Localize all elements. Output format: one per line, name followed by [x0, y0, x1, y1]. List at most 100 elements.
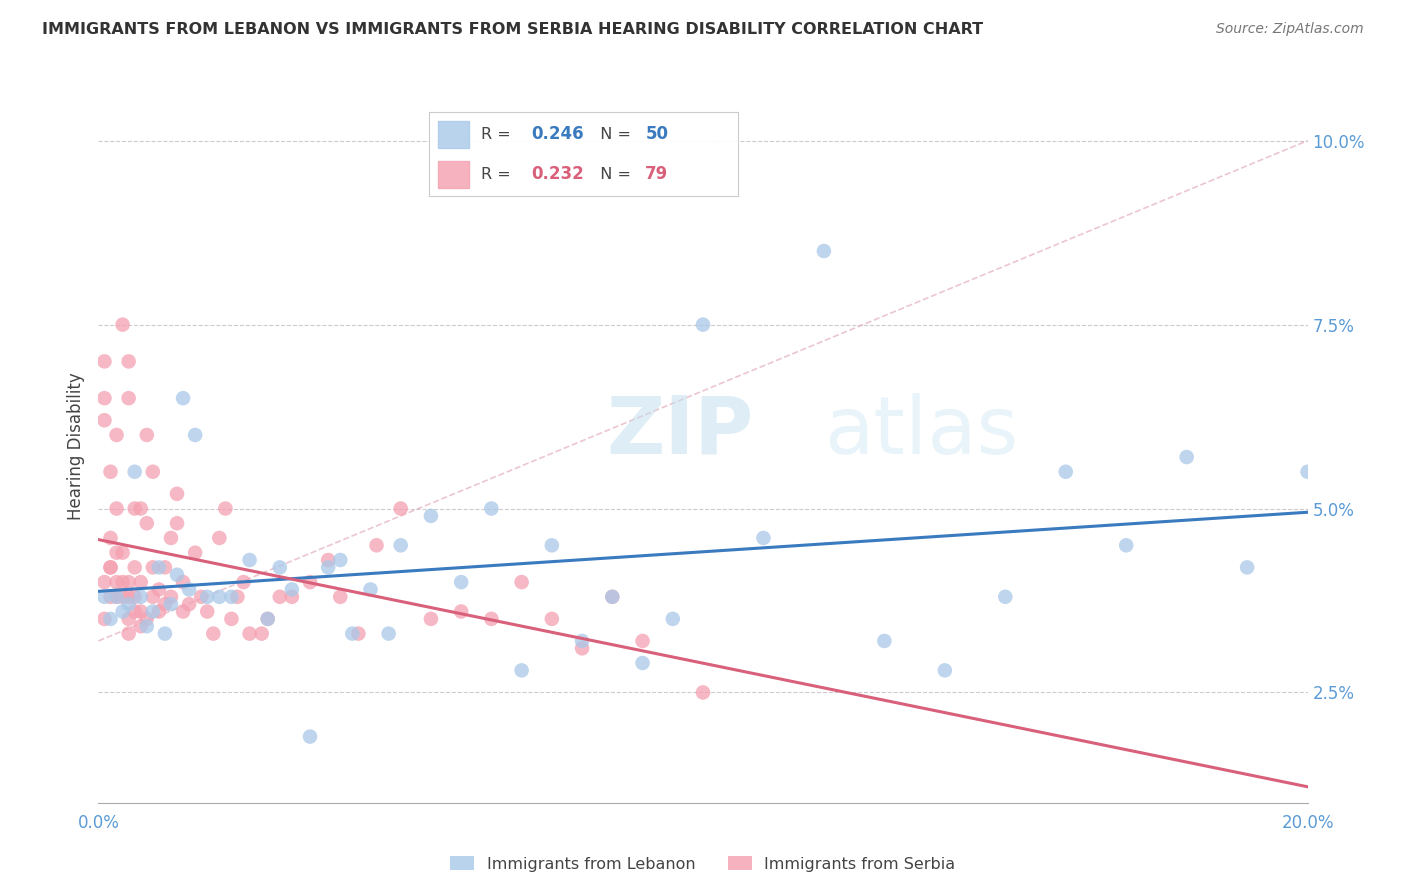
Point [221, 612, 243, 626]
Point [366, 538, 388, 552]
Point [118, 626, 141, 640]
Point [160, 531, 183, 545]
Point [129, 590, 152, 604]
Point [631, 656, 654, 670]
Point [692, 685, 714, 699]
Point [602, 590, 624, 604]
Point [1236, 560, 1258, 574]
Point [934, 664, 956, 678]
Point [118, 575, 141, 590]
Text: ZIP: ZIP [606, 392, 754, 471]
Point [184, 546, 207, 560]
Text: N =: N = [589, 167, 636, 182]
Point [153, 560, 176, 574]
Point [100, 560, 122, 574]
Point [124, 590, 146, 604]
Point [221, 590, 243, 604]
Text: R =: R = [481, 127, 516, 142]
Point [752, 531, 775, 545]
Point [299, 730, 322, 744]
Point [389, 538, 412, 552]
Text: IMMIGRANTS FROM LEBANON VS IMMIGRANTS FROM SERBIA HEARING DISABILITY CORRELATION: IMMIGRANTS FROM LEBANON VS IMMIGRANTS FR… [42, 22, 983, 37]
Point [873, 634, 896, 648]
Point [166, 516, 188, 531]
Text: R =: R = [481, 167, 516, 182]
Bar [439, 161, 470, 188]
Point [208, 531, 231, 545]
Point [100, 590, 122, 604]
Point [105, 590, 128, 604]
Point [160, 590, 183, 604]
Point [195, 605, 218, 619]
Point [813, 244, 835, 258]
Point [571, 634, 593, 648]
Point [118, 391, 141, 405]
Point [179, 582, 201, 597]
Point [377, 626, 399, 640]
Point [202, 626, 225, 640]
Point [316, 560, 339, 574]
Point [118, 612, 141, 626]
Point [160, 597, 183, 611]
Point [1175, 450, 1198, 464]
Point [105, 501, 128, 516]
Point [450, 575, 472, 590]
Point [195, 590, 218, 604]
Point [281, 590, 304, 604]
Point [153, 597, 176, 611]
Point [93, 354, 115, 368]
Text: 0.232: 0.232 [531, 165, 583, 183]
Point [111, 590, 134, 604]
Point [1054, 465, 1077, 479]
Point [190, 590, 212, 604]
Point [481, 612, 503, 626]
Point [602, 590, 624, 604]
Point [129, 605, 152, 619]
Point [105, 428, 128, 442]
Point [540, 612, 562, 626]
Point [1115, 538, 1137, 552]
Point [135, 516, 157, 531]
Bar [439, 120, 470, 148]
Point [148, 560, 170, 574]
Point [93, 575, 115, 590]
Point [208, 590, 231, 604]
Point [184, 428, 207, 442]
Point [129, 501, 152, 516]
Point [420, 612, 443, 626]
Text: N =: N = [589, 127, 636, 142]
Point [135, 619, 157, 633]
Point [172, 605, 194, 619]
Point [316, 553, 339, 567]
Point [389, 501, 412, 516]
Point [124, 465, 146, 479]
Point [148, 582, 170, 597]
Point [105, 575, 128, 590]
Point [347, 626, 370, 640]
Point [111, 546, 134, 560]
Point [93, 612, 115, 626]
Point [239, 553, 262, 567]
Text: 0.246: 0.246 [531, 126, 583, 144]
Point [93, 391, 115, 405]
Point [172, 391, 194, 405]
Point [142, 605, 165, 619]
Point [250, 626, 273, 640]
Legend: Immigrants from Lebanon, Immigrants from Serbia: Immigrants from Lebanon, Immigrants from… [443, 848, 963, 880]
Point [166, 487, 188, 501]
Point [118, 354, 141, 368]
Point [105, 546, 128, 560]
Point [631, 634, 654, 648]
Point [105, 590, 128, 604]
Point [256, 612, 278, 626]
Point [329, 590, 352, 604]
Point [100, 560, 122, 574]
Point [994, 590, 1017, 604]
Point [329, 553, 352, 567]
Point [100, 531, 122, 545]
Text: 79: 79 [645, 165, 669, 183]
Point [232, 575, 254, 590]
Point [214, 501, 236, 516]
Point [166, 567, 188, 582]
Point [142, 560, 165, 574]
